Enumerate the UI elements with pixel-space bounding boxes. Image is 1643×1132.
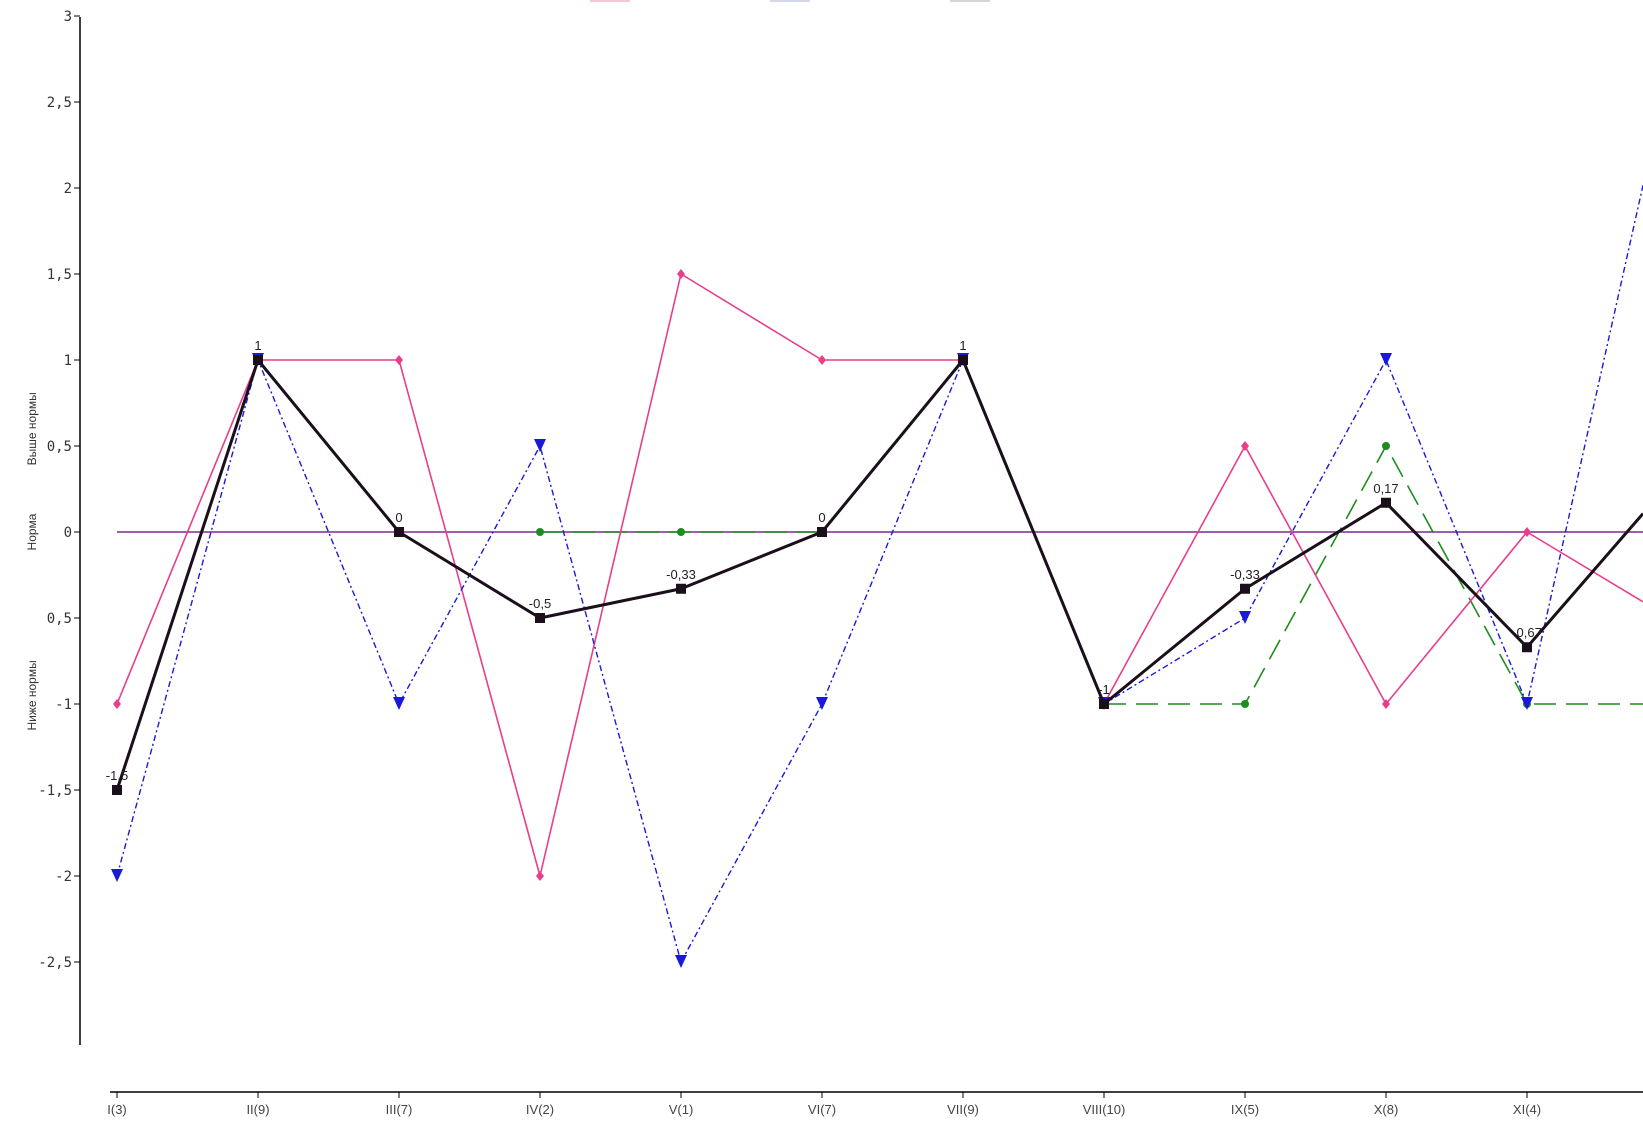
data-point: [1521, 697, 1533, 710]
data-point: [1381, 497, 1391, 508]
legend-swatch-1: [590, 0, 630, 2]
y-tick-label: 1,5: [47, 267, 72, 283]
data-point: [536, 871, 544, 881]
data-point: [1241, 700, 1249, 708]
y-tick-label: -1,5: [38, 783, 72, 799]
y-tick-label: -1: [55, 697, 72, 713]
x-tick-label: XI(4): [1513, 1102, 1541, 1117]
data-point: [1523, 527, 1531, 537]
data-point: [395, 355, 403, 365]
side-label: Ниже нормы: [25, 660, 39, 730]
data-label: -0,67: [1512, 625, 1542, 640]
data-label: -0,5: [529, 596, 551, 611]
y-tick-label: 3: [64, 9, 72, 25]
x-tick-label: I(3): [107, 1102, 127, 1117]
series-blue: [111, 185, 1643, 968]
data-point: [393, 697, 405, 710]
y-tick-label: 1: [64, 353, 72, 369]
legend: [590, 0, 990, 2]
data-point: [675, 955, 687, 968]
data-label: 0: [395, 510, 402, 525]
data-point: [958, 355, 968, 365]
data-point: [1380, 353, 1392, 366]
data-label: -1,5: [106, 768, 128, 783]
series-black: [112, 355, 1643, 795]
data-point: [536, 528, 544, 536]
data-point: [534, 439, 546, 452]
y-tick-label: 2,5: [47, 95, 72, 111]
side-label: Выше нормы: [25, 392, 39, 465]
data-point: [1522, 642, 1532, 653]
data-label: 1: [254, 338, 261, 353]
data-label: -0,33: [1230, 567, 1260, 582]
y-tick-label: -2,5: [38, 955, 72, 971]
data-label: -1: [1098, 682, 1110, 697]
data-point: [1240, 583, 1250, 594]
data-point: [535, 613, 545, 623]
series-line: [116, 185, 1643, 963]
data-point: [253, 355, 263, 365]
x-tick-label: X(8): [1374, 1102, 1399, 1117]
data-point: [1382, 699, 1390, 709]
data-point: [818, 355, 826, 365]
data-point: [111, 869, 123, 882]
axes: 3 2,5 2 1,5 1 0,5 0 0,5 -1 -1,5 -2 -2,5 I(3) II(9) III…: [25, 9, 1643, 1117]
data-point: [677, 528, 685, 536]
x-tick-label: V(1): [669, 1102, 694, 1117]
legend-swatch-2: [770, 0, 810, 2]
y-tick-label: -2: [55, 869, 72, 885]
y-tick-label: 0,5: [47, 611, 72, 627]
data-point: [1239, 611, 1251, 624]
series-pink: [113, 269, 1643, 881]
x-tick-label: III(7): [386, 1102, 413, 1117]
x-tick-label: VIII(10): [1083, 1102, 1126, 1117]
x-tick-label: VII(9): [947, 1102, 979, 1117]
data-point: [816, 697, 828, 710]
y-tick-label: 0,5: [47, 439, 72, 455]
x-tick-label: VI(7): [808, 1102, 836, 1117]
data-label: 0: [818, 510, 825, 525]
x-tick-label: II(9): [246, 1102, 269, 1117]
data-point: [394, 527, 404, 537]
x-tick-label: IX(5): [1231, 1102, 1259, 1117]
data-point: [676, 583, 686, 594]
data-point: [112, 785, 122, 795]
data-label: 1: [959, 338, 966, 353]
x-tick-label: IV(2): [526, 1102, 554, 1117]
data-label: 0,17: [1373, 481, 1398, 496]
y-tick-label: 0: [64, 525, 72, 541]
series-line: [116, 273, 1643, 877]
legend-swatch-3: [950, 0, 990, 2]
data-point: [113, 699, 121, 709]
data-labels: -1,5 1 0 -0,5 -0,33 0 1 -1 -0,33 0,17 -0,67: [106, 338, 1542, 783]
side-label: Норма: [25, 513, 39, 550]
data-label: -0,33: [666, 567, 696, 582]
series-layer: [111, 185, 1643, 968]
data-point: [1241, 441, 1249, 451]
y-tick-label: 2: [64, 181, 72, 197]
data-point: [817, 527, 827, 537]
data-point: [1099, 699, 1109, 709]
series-line: [115, 358, 1643, 791]
data-point: [1382, 442, 1390, 450]
data-point: [677, 269, 685, 279]
